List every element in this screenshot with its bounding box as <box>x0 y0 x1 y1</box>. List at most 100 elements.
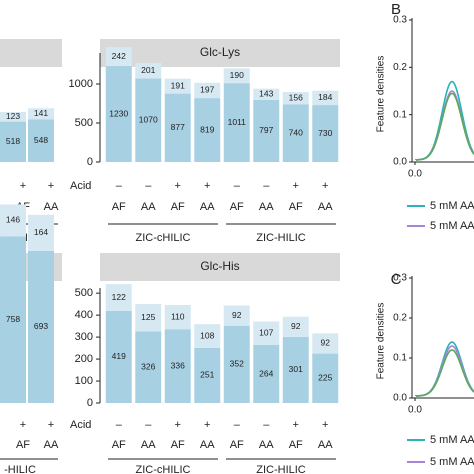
density-curve <box>415 80 474 161</box>
acid-row-label: Acid <box>70 180 91 192</box>
bar-lower-segment <box>223 325 250 403</box>
density-curve <box>415 92 474 161</box>
bar-value-label: 197 <box>200 85 214 95</box>
acid-row-label: Acid <box>70 419 91 431</box>
bar-lower-segment <box>253 99 280 162</box>
y-tick-label: 200 <box>75 353 93 365</box>
bar-lower-segment <box>135 78 162 162</box>
bar-value-label: 877 <box>171 122 185 132</box>
bar-value-label: 730 <box>318 128 332 138</box>
bar-value-label: 225 <box>318 373 332 383</box>
bar-value-label: 251 <box>200 370 214 380</box>
x-tick-label: 0.0 <box>408 405 422 416</box>
bar-value-label: 548 <box>34 135 48 145</box>
y-tick-label: 0.2 <box>393 62 407 73</box>
y-tick-label: 0.3 <box>393 15 407 26</box>
category-tick-label: AA <box>259 439 274 451</box>
acid-tick-label: – <box>263 180 270 192</box>
category-tick-label: AF <box>171 201 185 213</box>
bar-lower-segment <box>253 345 280 403</box>
bar-value-label: 740 <box>289 127 303 137</box>
y-tick-label: 0.2 <box>393 313 407 324</box>
bar-value-label: 797 <box>259 125 273 135</box>
bar-value-label: 201 <box>141 65 155 75</box>
category-tick-label: AF <box>171 439 185 451</box>
category-tick-label: AF <box>289 201 303 213</box>
acid-tick-label: + <box>48 180 54 192</box>
facet-header <box>100 39 340 67</box>
bar-upper-segment <box>282 316 309 337</box>
acid-tick-label: + <box>175 419 181 431</box>
group-label: -HILIC <box>4 464 36 474</box>
category-tick-label: AA <box>318 201 333 213</box>
acid-tick-label: + <box>322 419 328 431</box>
y-tick-label: 500 <box>75 117 93 129</box>
acid-tick-label: – <box>234 419 241 431</box>
y-tick-label: 0.1 <box>393 109 407 120</box>
category-tick-label: AF <box>289 439 303 451</box>
bar-value-label: 1230 <box>109 108 128 118</box>
bar-value-label: 336 <box>171 360 185 370</box>
bar-value-label: 107 <box>259 328 273 338</box>
group-label: ZIC-cHILIC <box>136 232 191 244</box>
category-tick-label: AA <box>44 201 59 213</box>
bar-upper-segment <box>194 82 221 99</box>
bar-value-label: 184 <box>318 92 332 102</box>
category-tick-label: AA <box>44 439 59 451</box>
bar-value-label: 146 <box>6 215 20 225</box>
bar-value-label: 125 <box>141 312 155 322</box>
bar-value-label: 92 <box>291 321 301 331</box>
y-tick-label: 0.0 <box>393 393 407 404</box>
bar-upper-segment <box>253 321 280 346</box>
bar-upper-segment <box>105 284 132 311</box>
bar-value-label: 156 <box>289 92 303 102</box>
group-label: ZIC-HILIC <box>256 232 306 244</box>
bar-lower-segment <box>0 121 26 162</box>
category-tick-label: AF <box>230 201 244 213</box>
category-tick-label: AA <box>141 439 156 451</box>
bar-value-label: 352 <box>230 359 244 369</box>
bar-value-label: 164 <box>34 227 48 237</box>
x-tick-label: 0.0 <box>408 169 422 180</box>
acid-tick-label: + <box>293 180 299 192</box>
acid-tick-label: – <box>263 419 270 431</box>
bar-upper-segment <box>164 78 191 94</box>
group-label: ZIC-HILIC <box>256 464 306 474</box>
bar-lower-segment <box>312 105 339 162</box>
density-curve <box>415 349 474 397</box>
y-tick-label: 0.0 <box>393 157 407 168</box>
bar-upper-segment <box>223 305 250 326</box>
legend-label: 5 mM AA <box>430 456 474 468</box>
acid-tick-label: + <box>20 419 26 431</box>
bar-value-label: 693 <box>34 321 48 331</box>
legend-label: 5 mM AA <box>430 200 474 212</box>
bar-value-label: 1011 <box>228 117 247 127</box>
y-tick-label: 0.1 <box>393 353 407 364</box>
y-tick-label: 100 <box>75 375 93 387</box>
y-tick-label: 0 <box>87 397 93 409</box>
acid-tick-label: + <box>204 419 210 431</box>
bar-lower-segment <box>135 331 162 403</box>
bar-upper-segment <box>135 303 162 332</box>
bar-value-label: 326 <box>141 361 155 371</box>
bar-upper-segment <box>312 90 339 106</box>
bar-upper-segment <box>0 112 26 122</box>
bar-value-label: 301 <box>289 364 303 374</box>
bar-upper-segment <box>105 47 132 67</box>
bar-lower-segment <box>105 310 132 403</box>
acid-tick-label: + <box>204 180 210 192</box>
y-axis-title: Feature densities <box>376 56 387 133</box>
bar-value-label: 108 <box>200 330 214 340</box>
bar-upper-segment <box>164 305 191 330</box>
bar-value-label: 122 <box>112 292 126 302</box>
acid-tick-label: + <box>175 180 181 192</box>
bar-lower-segment <box>28 250 54 403</box>
category-tick-label: AA <box>259 201 274 213</box>
bar-lower-segment <box>223 83 250 162</box>
bar-value-label: 143 <box>259 89 273 99</box>
y-tick-label: 0.3 <box>393 273 407 284</box>
density-curve <box>415 341 474 397</box>
acid-tick-label: + <box>322 180 328 192</box>
panel-letter: B <box>391 1 401 18</box>
bar-upper-segment <box>0 204 26 237</box>
